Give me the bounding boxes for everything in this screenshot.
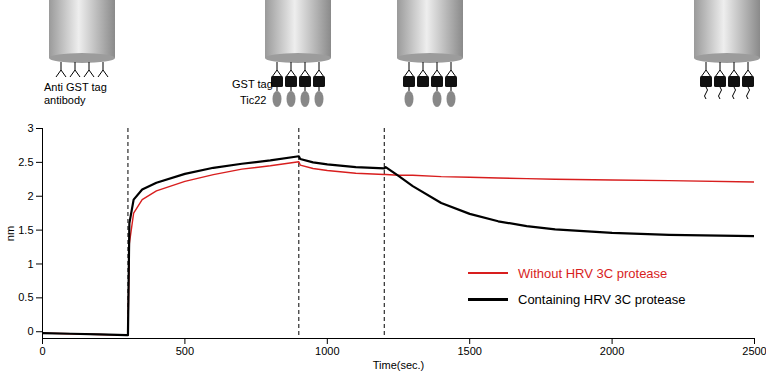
svg-text:1000: 1000 [315,345,339,357]
svg-text:3: 3 [27,122,33,134]
html-text:Anti GST tag antibody: Anti GST tag antibody [44,81,107,106]
svg-text:0: 0 [27,325,33,337]
svg-text:0: 0 [39,345,45,357]
svg-text:500: 500 [176,345,194,357]
svg-text:1500: 1500 [457,345,481,357]
svg-text:nm: nm [4,226,16,241]
html-text:GST tag: GST tag [232,78,273,90]
svg-text:1: 1 [27,258,33,270]
svg-text:0.5: 0.5 [18,291,33,303]
svg-text:2000: 2000 [600,345,624,357]
html-text:Without HRV 3C protease: Without HRV 3C protease [518,265,668,281]
svg-text:Time(sec.): Time(sec.) [373,359,425,371]
html-text:Tic22: Tic22 [240,94,267,106]
svg-text:2: 2 [27,190,33,202]
html-text:Containing HRV 3C protease: Containing HRV 3C protease [518,291,686,307]
svg-text:2.5: 2.5 [18,156,33,168]
svg-text:1.5: 1.5 [18,224,33,236]
svg-text:2500: 2500 [742,345,766,357]
